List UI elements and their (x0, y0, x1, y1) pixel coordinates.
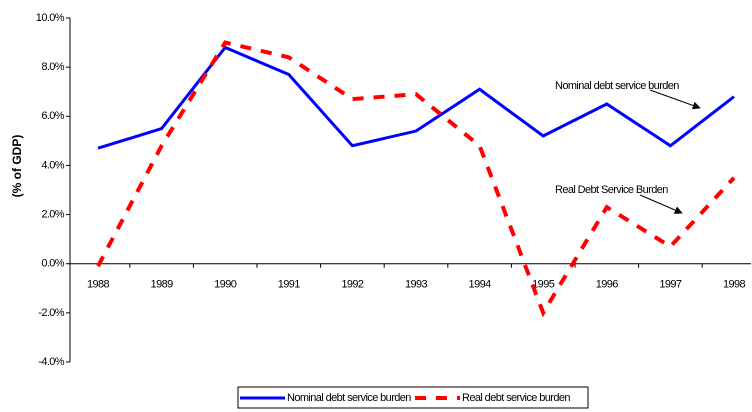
x-tick-label: 1990 (214, 279, 237, 291)
y-tick-label: 0.0% (41, 258, 64, 270)
x-tick-label: 1988 (87, 279, 110, 291)
legend-box (237, 386, 589, 409)
annotation: Nominal debt service burden (555, 80, 679, 92)
y-axis-title: (% of GDP) (10, 135, 24, 198)
x-tick-label: 1997 (659, 279, 682, 291)
legend-label: Real debt service burden (462, 392, 570, 404)
y-tick-label: -4.0% (38, 356, 65, 368)
annotation: Real Debt Service Burden (555, 184, 668, 196)
line-series (96, 40, 736, 318)
y-tick-label: -2.0% (38, 307, 65, 319)
x-tick-label: 1995 (532, 279, 555, 291)
legend-label: Nominal debt service burden (287, 392, 411, 404)
y-tick-label: 10.0% (36, 12, 65, 24)
x-tick-label: 1994 (469, 279, 492, 291)
annotation-arrow (639, 194, 683, 214)
x-tick-label: 1993 (405, 279, 428, 291)
y-tick-label: 8.0% (41, 61, 64, 73)
y-tick-label: 2.0% (41, 208, 64, 220)
annotation-arrow (649, 89, 701, 110)
x-tick-label: 1998 (723, 279, 746, 291)
y-tick-label: 6.0% (41, 110, 64, 122)
y-tick-label: 4.0% (41, 159, 64, 171)
x-tick-label: 1991 (278, 279, 301, 291)
x-tick-label: 1992 (341, 279, 364, 291)
x-tick-label: 1989 (151, 279, 174, 291)
x-tick-label: 1996 (596, 279, 619, 291)
